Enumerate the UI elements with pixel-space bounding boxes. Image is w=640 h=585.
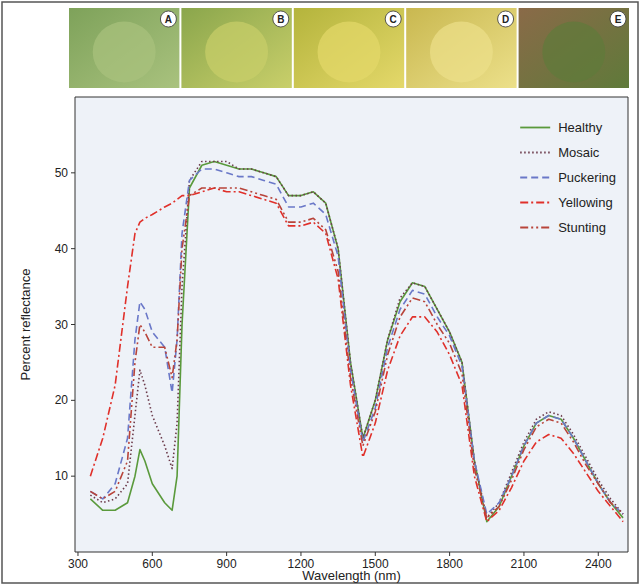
x-tick: [523, 552, 524, 556]
photo-badge: [273, 11, 289, 27]
plot-background: [75, 97, 628, 552]
leaf-shape: [93, 22, 156, 83]
y-tick: [71, 248, 75, 249]
photo: [406, 8, 516, 88]
photo-label: E: [615, 14, 622, 25]
legend-label: Stunting: [558, 220, 606, 235]
x-axis-title: Wavelength (nm): [302, 568, 401, 583]
x-tick: [152, 552, 153, 556]
series-line: [90, 169, 623, 514]
y-axis-title: Percent reflectance: [18, 268, 33, 380]
leaf-shape: [430, 22, 493, 83]
x-tick-label: 600: [142, 557, 162, 571]
y-tick: [71, 324, 75, 325]
legend-swatch: [520, 202, 550, 204]
series-line: [90, 161, 623, 517]
y-tick-label: 20: [55, 393, 69, 407]
y-tick: [71, 172, 75, 173]
y-tick-label: 10: [55, 469, 69, 483]
y-tick-label: 50: [55, 166, 69, 180]
y-tick: [71, 400, 75, 401]
x-tick: [449, 552, 450, 556]
plot-frame: [75, 97, 628, 98]
figure: ABCDE10203040503006009001200150018002100…: [0, 0, 640, 585]
legend-swatch: [520, 152, 550, 154]
legend-label: Healthy: [558, 120, 603, 135]
photo: [181, 8, 291, 88]
legend-swatch: [520, 177, 550, 179]
photo: [294, 8, 404, 88]
photo-badge: [610, 11, 626, 27]
x-tick: [300, 552, 301, 556]
y-tick: [71, 476, 75, 477]
series-line: [90, 188, 623, 522]
x-tick-label: 2400: [585, 557, 612, 571]
photo-label: A: [165, 14, 172, 25]
legend-swatch: [520, 127, 550, 129]
plot-lines: [90, 161, 623, 521]
photo-badge: [385, 11, 401, 27]
x-tick-label: 1800: [436, 557, 463, 571]
legend-label: Mosaic: [558, 145, 600, 160]
x-tick: [77, 552, 78, 556]
x-tick-label: 2100: [511, 557, 538, 571]
x-tick: [598, 552, 599, 556]
photo-label: B: [277, 14, 284, 25]
legend-label: Yellowing: [558, 195, 612, 210]
plot-frame: [628, 97, 629, 552]
leaf-shape: [205, 22, 268, 83]
photo: [519, 8, 629, 88]
x-axis: [75, 552, 628, 553]
x-tick: [375, 552, 376, 556]
photo-badge: [160, 11, 176, 27]
series-line: [90, 188, 623, 518]
legend-swatch: [520, 227, 550, 229]
y-tick-label: 30: [55, 318, 69, 332]
photo-label: D: [502, 14, 509, 25]
legend-label: Puckering: [558, 170, 616, 185]
y-tick-label: 40: [55, 242, 69, 256]
leaf-shape: [318, 22, 381, 83]
x-tick-label: 300: [68, 557, 88, 571]
photo-badge: [498, 11, 514, 27]
legend: Healthy Mosaic Puckering Yellowing Stunting: [520, 120, 616, 235]
figure-frame: [2, 2, 638, 583]
x-tick-label: 900: [217, 557, 237, 571]
photo: [69, 8, 179, 88]
x-tick: [226, 552, 227, 556]
leaf-shape: [542, 22, 605, 83]
photo-label: C: [390, 14, 397, 25]
series-line: [90, 161, 623, 521]
